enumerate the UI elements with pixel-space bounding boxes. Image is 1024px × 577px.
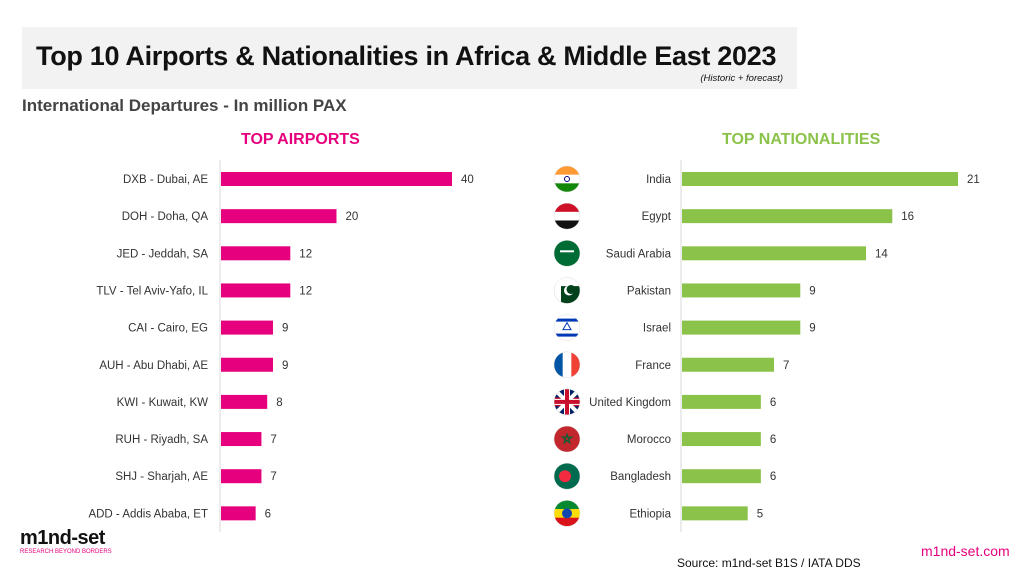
website-link[interactable]: m1nd-set.com	[921, 543, 1010, 559]
uk-flag-icon	[553, 388, 581, 416]
value-label: 6	[265, 508, 271, 520]
category-label: Bangladesh	[610, 471, 671, 483]
category-label: Pakistan	[627, 285, 671, 297]
bar	[221, 432, 262, 447]
egypt-flag-icon	[553, 202, 581, 230]
bar	[221, 394, 268, 409]
bar	[682, 432, 761, 447]
bar	[682, 246, 866, 261]
morocco-flag-icon	[553, 425, 581, 453]
value-label: 8	[276, 397, 282, 409]
bar	[682, 506, 748, 521]
bar	[682, 320, 801, 335]
value-label: 21	[967, 174, 980, 186]
value-label: 9	[809, 285, 815, 297]
forecast-note: (Historic + forecast)	[700, 73, 783, 84]
value-label: 14	[875, 248, 888, 260]
bar	[221, 283, 291, 298]
category-label: AUH - Abu Dhabi, AE	[99, 360, 208, 372]
value-label: 7	[270, 471, 276, 483]
category-label: RUH - Riyadh, SA	[115, 434, 208, 446]
value-label: 40	[461, 174, 474, 186]
category-label: India	[646, 174, 672, 186]
category-label: United Kingdom	[589, 397, 671, 409]
category-label: CAI - Cairo, EG	[128, 323, 208, 335]
bar	[221, 320, 273, 335]
value-label: 6	[770, 434, 776, 446]
israel-flag-icon	[553, 314, 581, 341]
category-label: Saudi Arabia	[606, 248, 672, 260]
value-label: 7	[270, 434, 276, 446]
category-label: Israel	[643, 323, 671, 335]
value-label: 9	[282, 323, 288, 335]
saudi-arabia-flag-icon	[553, 240, 581, 267]
bar	[221, 469, 262, 484]
title-banner: Top 10 Airports & Nationalities in Afric…	[22, 27, 797, 89]
bar	[221, 506, 256, 521]
category-label: France	[635, 360, 671, 372]
bar	[682, 172, 958, 186]
value-label: 5	[757, 508, 763, 520]
bar	[682, 209, 893, 224]
value-label: 9	[809, 323, 815, 335]
bar	[221, 209, 337, 224]
bar	[221, 246, 291, 261]
value-label: 6	[770, 397, 776, 409]
nationalities-chart-title: TOP NATIONALITIES	[722, 131, 881, 148]
category-label: SHJ - Sharjah, AE	[115, 471, 208, 483]
india-flag-icon	[553, 165, 581, 193]
value-label: 6	[770, 471, 776, 483]
ethiopia-flag-icon	[553, 500, 581, 527]
category-label: JED - Jeddah, SA	[117, 248, 209, 260]
category-label: Ethiopia	[629, 508, 671, 520]
bangladesh-flag-icon	[553, 462, 581, 490]
page-title: Top 10 Airports & Nationalities in Afric…	[36, 41, 777, 71]
category-label: ADD - Addis Ababa, ET	[88, 508, 208, 520]
value-label: 9	[282, 360, 288, 372]
airports-chart-title: TOP AIRPORTS	[241, 131, 360, 148]
bar	[682, 394, 761, 409]
value-label: 12	[299, 285, 312, 297]
france-flag-icon	[553, 351, 581, 378]
value-label: 7	[783, 360, 789, 372]
value-label: 12	[299, 248, 312, 260]
mindset-logo: m1nd-set RESEARCH BEYOND BORDERS	[20, 527, 112, 555]
category-label: DOH - Doha, QA	[122, 211, 209, 223]
category-label: TLV - Tel Aviv-Yafo, IL	[96, 285, 208, 297]
bar	[221, 357, 273, 372]
category-label: DXB - Dubai, AE	[123, 174, 208, 186]
bar	[221, 172, 452, 186]
page-subtitle: International Departures - In million PA…	[22, 96, 347, 115]
bar	[682, 469, 761, 484]
category-label: KWI - Kuwait, KW	[117, 397, 209, 409]
category-label: Egypt	[642, 211, 672, 223]
value-label: 16	[901, 211, 914, 223]
bar	[682, 283, 801, 298]
bar	[682, 357, 774, 372]
source-note: Source: m1nd-set B1S / IATA DDS	[677, 556, 861, 570]
value-label: 20	[346, 211, 359, 223]
pakistan-flag-icon	[553, 277, 581, 304]
category-label: Morocco	[627, 434, 671, 446]
